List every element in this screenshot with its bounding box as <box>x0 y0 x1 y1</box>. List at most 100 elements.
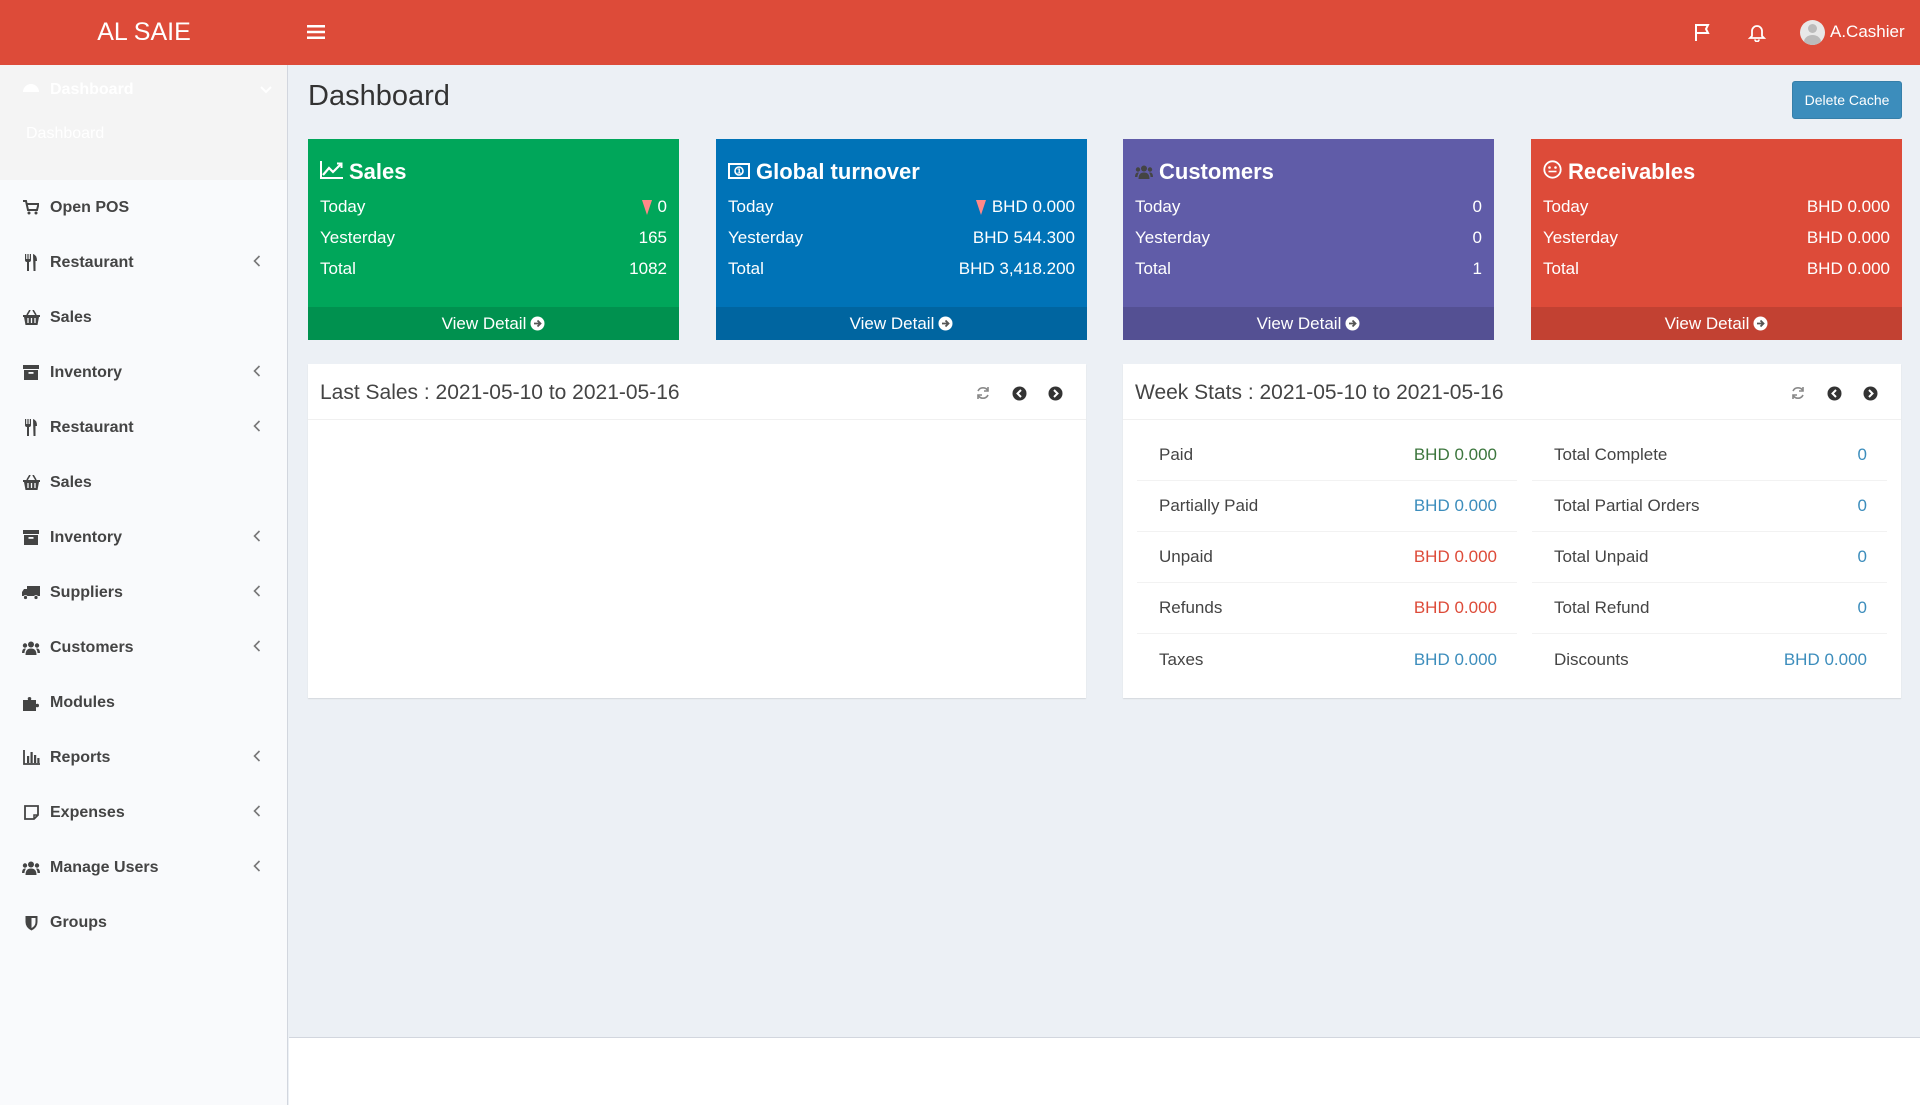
sidebar-item-open-pos[interactable]: Open POS <box>0 180 287 235</box>
flag-icon[interactable] <box>1689 18 1717 46</box>
previous-arrow-icon[interactable] <box>1825 384 1843 402</box>
sidebar-item-label: Groups <box>50 913 107 931</box>
sidebar-item-inventory[interactable]: Inventory <box>0 345 287 400</box>
sidebar-item-label: Inventory <box>50 363 123 381</box>
stat-value: 0 <box>1857 445 1867 464</box>
sidebar-item-label: Sales <box>50 308 92 326</box>
refresh-icon[interactable] <box>1789 384 1807 402</box>
sidebar-item-sales[interactable]: Sales <box>0 290 287 345</box>
brand-logo[interactable]: AL SAIE <box>97 18 191 46</box>
sidebar-item-dashboard[interactable]: Dashboard <box>22 79 272 100</box>
card-title: Sales <box>349 159 407 184</box>
sidebar-item-label: Expenses <box>50 803 125 821</box>
cutlery-icon <box>22 419 40 437</box>
sidebar-toggle-icon[interactable] <box>300 16 332 48</box>
stat-row: Total Unpaid 0 <box>1532 532 1887 583</box>
avatar <box>1800 19 1825 45</box>
chevron-left-icon <box>253 419 263 437</box>
stat-label: Unpaid <box>1159 547 1213 566</box>
chevron-left-icon <box>253 749 263 767</box>
arrow-circle-right-icon <box>1345 316 1360 331</box>
sidebar-item-modules[interactable]: Modules <box>0 675 287 730</box>
arrow-circle-right-icon <box>1753 316 1768 331</box>
page-footer <box>289 1037 1920 1105</box>
card-label: Today <box>1135 197 1181 216</box>
card-label: Yesterday <box>320 228 395 247</box>
chevron-left-icon <box>253 364 263 382</box>
stat-label: Total Complete <box>1554 445 1668 464</box>
card-label: Yesterday <box>728 228 803 247</box>
sidebar-dashboard-section: Dashboard Dashboard <box>0 65 287 180</box>
card-value-today: BHD 0.000 <box>1806 197 1890 216</box>
card-value-yesterday: 165 <box>638 228 667 247</box>
view-detail-link[interactable]: View Detail <box>1531 307 1902 340</box>
delete-cache-button[interactable]: Delete Cache <box>1792 81 1902 119</box>
sidebar-item-expenses[interactable]: Expenses <box>0 785 287 840</box>
stat-value: BHD 0.000 <box>1413 598 1497 617</box>
down-triangle-icon <box>975 199 986 215</box>
card-value-yesterday: 0 <box>1472 228 1482 247</box>
chevron-left-icon <box>253 804 263 822</box>
cart-icon <box>22 199 40 217</box>
archive-icon <box>22 364 40 382</box>
card-label: Today <box>320 197 366 216</box>
stat-card-global-turnover: 1 Global turnover Today BHD 0.000 Yesterday B… <box>716 139 1087 340</box>
sidebar-item-reports[interactable]: Reports <box>0 730 287 785</box>
dashboard-icon <box>22 79 40 100</box>
top-navbar: AL SAIE A.Cashier <box>0 0 1920 65</box>
view-detail-link[interactable]: View Detail <box>308 307 679 340</box>
sidebar-item-label: Suppliers <box>50 583 123 601</box>
card-value-total: BHD 0.000 <box>1806 259 1890 278</box>
stat-value: BHD 0.000 <box>1413 445 1497 464</box>
user-menu[interactable]: A.Cashier <box>1800 18 1905 46</box>
previous-arrow-icon[interactable] <box>1010 384 1028 402</box>
stat-value: 0 <box>1857 547 1867 566</box>
stat-row: Discounts BHD 0.000 <box>1532 634 1887 685</box>
users-icon <box>22 859 40 877</box>
card-label: Total <box>320 259 356 278</box>
card-title: Customers <box>1159 159 1274 184</box>
stat-value: BHD 0.000 <box>1413 649 1497 669</box>
note-icon <box>22 804 40 822</box>
users-icon <box>22 639 40 657</box>
chevron-down-icon <box>260 81 272 99</box>
page-title: Dashboard <box>308 80 450 112</box>
sidebar-item-customers[interactable]: Customers <box>0 620 287 675</box>
stat-value: BHD 0.000 <box>1413 496 1497 515</box>
next-arrow-icon[interactable] <box>1861 384 1879 402</box>
sidebar-item-sales[interactable]: Sales <box>0 455 287 510</box>
view-detail-link[interactable]: View Detail <box>1123 307 1494 340</box>
bell-icon[interactable] <box>1743 18 1771 46</box>
stat-value: 0 <box>1857 496 1867 515</box>
card-label: Yesterday <box>1543 228 1618 247</box>
stat-label: Refunds <box>1159 598 1223 617</box>
archive-icon <box>22 529 40 547</box>
sidebar-item-restaurant[interactable]: Restaurant <box>0 400 287 455</box>
sidebar-item-label: Open POS <box>50 198 130 216</box>
refresh-icon[interactable] <box>974 384 992 402</box>
sidebar-subitem-dashboard[interactable]: Dashboard <box>26 125 105 142</box>
stat-row: Taxes BHD 0.000 <box>1137 634 1517 685</box>
puzzle-icon <box>22 694 40 712</box>
view-detail-link[interactable]: View Detail <box>716 307 1087 340</box>
sidebar-item-manage-users[interactable]: Manage Users <box>0 840 287 895</box>
next-arrow-icon[interactable] <box>1046 384 1064 402</box>
sidebar-item-groups[interactable]: Groups <box>0 895 287 950</box>
card-value-today: 0 <box>1472 197 1482 216</box>
svg-text:1: 1 <box>737 168 742 176</box>
sidebar-item-restaurant[interactable]: Restaurant <box>0 235 287 290</box>
sidebar-item-label: Sales <box>50 473 92 491</box>
money-icon: 1 <box>728 159 750 185</box>
chevron-left-icon <box>253 254 263 272</box>
shield-icon <box>22 914 40 932</box>
panel-title: Week Stats : 2021-05-10 to 2021-05-16 <box>1135 381 1504 404</box>
stat-label: Taxes <box>1159 649 1204 669</box>
stat-row: Total Partial Orders 0 <box>1532 481 1887 532</box>
basket-icon <box>22 474 40 492</box>
sidebar-item-suppliers[interactable]: Suppliers <box>0 565 287 620</box>
sidebar-item-inventory[interactable]: Inventory <box>0 510 287 565</box>
last-sales-panel: Last Sales : 2021-05-10 to 2021-05-16 <box>308 364 1086 698</box>
card-title: Global turnover <box>756 159 920 184</box>
sidebar-item-label: Modules <box>50 693 115 711</box>
sidebar-item-label: Restaurant <box>50 253 134 271</box>
